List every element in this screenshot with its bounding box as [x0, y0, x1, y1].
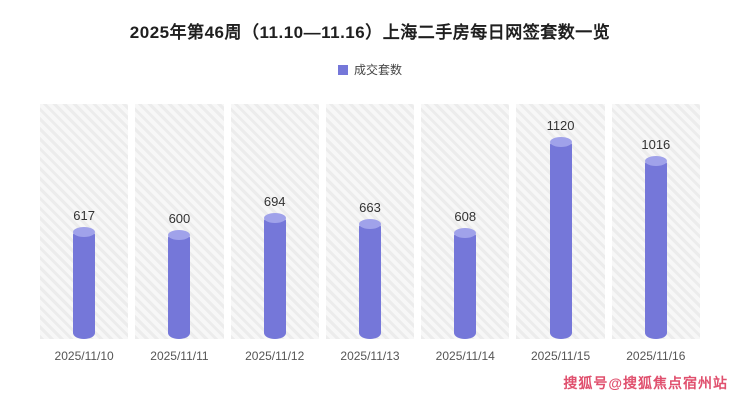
x-axis-label: 2025/11/14 [435, 349, 495, 363]
chart-column: 663 [325, 104, 415, 339]
bar-value-label: 1016 [641, 137, 671, 152]
x-axis-label: 2025/11/15 [530, 349, 591, 363]
x-axis-label: 2025/11/10 [54, 349, 114, 363]
chart-column: 1016 [611, 104, 700, 339]
x-axis: 2025/11/10 2025/11/11 2025/11/12 2025/11/13… [0, 349, 740, 363]
bar-top-ellipse [73, 227, 96, 237]
bar-top-ellipse [168, 230, 191, 240]
bar-top-ellipse [263, 213, 286, 223]
bar-value-label: 617 [73, 208, 95, 223]
chart-column: 600 [135, 104, 224, 339]
bar-top-ellipse [549, 137, 572, 147]
bar [454, 228, 477, 339]
bar [549, 137, 572, 339]
chart-column: 617 [40, 104, 129, 339]
x-axis-label: 2025/11/11 [150, 349, 209, 363]
bar-value-label: 600 [168, 211, 191, 226]
x-axis-label: 2025/11/16 [626, 349, 686, 363]
x-axis-label: 2025/11/12 [245, 349, 305, 363]
chart-column: 1120 [516, 104, 605, 339]
legend: 成交套数 [0, 61, 740, 78]
bar-top-ellipse [358, 219, 381, 229]
bar-top-ellipse [454, 228, 477, 238]
bar-value-label: 694 [263, 194, 286, 209]
legend-label: 成交套数 [353, 63, 402, 77]
bar-value-label: 608 [454, 209, 477, 224]
watermark: 搜狐号@搜狐焦点宿州站 [563, 375, 728, 391]
chart-title: 2025年第46周（11.10—11.16）上海二手房每日网签套数一览 [129, 23, 611, 42]
bar [168, 230, 191, 339]
bar [358, 219, 381, 339]
chart-column: 694 [230, 104, 319, 339]
bar [644, 156, 667, 339]
chart-column: 608 [421, 104, 510, 339]
bar [263, 213, 286, 339]
plot-area: 617 600 694 663 608 1120 1016 [0, 104, 740, 339]
bar-top-ellipse [644, 156, 667, 166]
bar [73, 227, 96, 339]
bar-value-label: 663 [359, 200, 381, 215]
legend-swatch-icon [337, 64, 348, 75]
bar-value-label: 1120 [546, 118, 575, 133]
x-axis-label: 2025/11/13 [340, 349, 400, 363]
